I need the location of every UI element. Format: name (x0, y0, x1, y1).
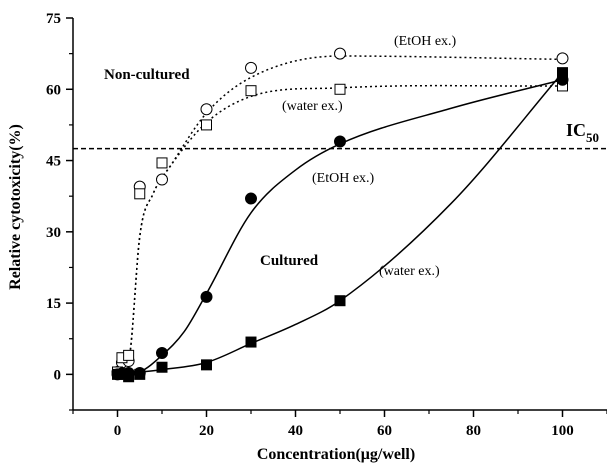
curves (117, 55, 564, 376)
data-point (557, 67, 568, 79)
data-point (123, 349, 135, 361)
data-point (156, 157, 168, 169)
y-axis-title: Relative cytotoxicity(%) (7, 124, 24, 290)
x-tick-label: 100 (551, 423, 574, 439)
water-top-label: (water ex.) (282, 99, 343, 114)
data-point (245, 85, 257, 97)
x-tick-label: 0 (114, 423, 122, 439)
y-tick-label: 30 (46, 225, 61, 241)
data-point (134, 188, 146, 200)
data-point (201, 119, 212, 131)
data-point (201, 359, 212, 371)
data-point (556, 52, 569, 65)
data-point (156, 361, 168, 373)
x-tick-label: 40 (288, 423, 303, 439)
data-point (156, 346, 168, 359)
curve-noncultured-water (125, 84, 563, 375)
markers (111, 47, 569, 383)
data-point (245, 61, 257, 74)
y-tick-label: 60 (46, 82, 61, 98)
axes: 0 20 40 60 80 100 0 15 30 45 60 75 (46, 11, 607, 439)
data-point (245, 192, 257, 205)
y-tick-label: 75 (46, 11, 61, 27)
y-tick-label: 15 (46, 296, 61, 312)
etoh-top-label: (EtOH ex.) (394, 34, 457, 49)
ic50-label: IC50 (566, 120, 599, 145)
data-point (334, 83, 346, 95)
x-tick-label: 20 (199, 423, 214, 439)
water-mid-label: (water ex.) (379, 264, 440, 279)
etoh-mid-label: (EtOH ex.) (312, 171, 375, 186)
x-tick-label: 60 (377, 423, 392, 439)
x-tick-label: 80 (466, 423, 481, 439)
data-point (334, 47, 346, 60)
data-point (200, 290, 213, 303)
data-point (134, 368, 146, 380)
ic50-main: IC (566, 120, 586, 140)
cultured-label: Cultured (260, 253, 319, 269)
data-point (200, 103, 213, 116)
y-tick-label: 0 (54, 367, 62, 383)
data-point (123, 371, 135, 383)
non-cultured-label: Non-cultured (104, 67, 190, 83)
data-point (245, 336, 257, 348)
curve-cultured-etoh (117, 79, 563, 376)
data-point (334, 295, 346, 307)
data-point (156, 173, 168, 186)
curve-cultured-water (117, 72, 564, 376)
curve-noncultured-etoh (125, 55, 563, 375)
x-axis-title: Concentration(μg/well) (257, 446, 415, 463)
data-point (334, 135, 346, 148)
ic50-subscript: 50 (586, 130, 599, 145)
y-tick-label: 45 (46, 154, 61, 170)
